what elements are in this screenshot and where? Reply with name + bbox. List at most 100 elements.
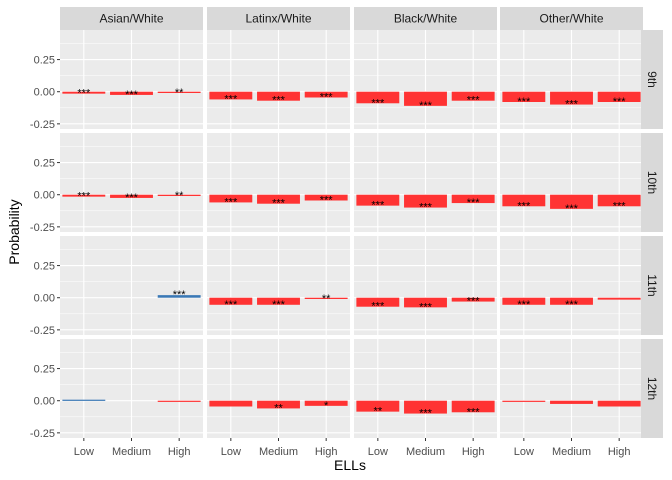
significance-label-medium: *** — [272, 198, 286, 210]
bar-high — [304, 297, 348, 299]
bar-medium — [404, 297, 447, 308]
y-tick-label: 0.00 — [34, 396, 55, 408]
bar-high — [304, 194, 348, 201]
bar-low — [356, 194, 400, 206]
strip-label-10th: 10th — [645, 171, 659, 194]
strip-asian-white — [60, 7, 203, 30]
panel-10th-latinx-white: *** *** *** — [207, 133, 350, 232]
strip-10th — [641, 133, 663, 232]
bar-high — [304, 91, 348, 98]
panel-12th-asian-white — [60, 339, 203, 438]
y-tick-label: 0.00 — [34, 293, 55, 305]
y-tick-label: 0.00 — [34, 87, 55, 99]
bar-high — [451, 400, 495, 413]
bar-high — [451, 91, 495, 101]
bar-low — [62, 399, 106, 401]
strip-black-white — [354, 7, 497, 30]
x-tick-label-low: Low — [514, 446, 534, 458]
y-tick-label: -0.25 — [30, 428, 55, 440]
x-tick-label-low: Low — [221, 446, 241, 458]
y-tick-label: -0.25 — [30, 222, 55, 234]
significance-label-medium: *** — [272, 299, 286, 311]
bar-low — [356, 91, 400, 104]
y-tick-label: 0.25 — [34, 158, 55, 170]
strip-label-asian-white: Asian/White — [99, 12, 163, 26]
bar-low — [62, 194, 106, 197]
significance-label-high: ** — [175, 190, 184, 202]
panel-10th-other-white: *** *** *** — [500, 133, 643, 232]
significance-label-high: *** — [467, 406, 481, 418]
significance-label-medium: *** — [419, 408, 433, 420]
significance-label-high: *** — [613, 96, 627, 108]
panel-11th-asian-white: *** — [60, 236, 203, 335]
strips-layer: Asian/White Latinx/White Black/White Other/… — [60, 7, 663, 438]
panel-9th-black-white: *** *** *** — [354, 30, 497, 129]
bar-high — [451, 297, 495, 302]
significance-label-medium: *** — [125, 89, 139, 101]
significance-label-low: *** — [224, 93, 238, 105]
bar-medium — [257, 91, 300, 101]
strip-label-11th: 11th — [645, 274, 659, 296]
panel-11th-black-white: *** *** *** — [354, 236, 497, 335]
strip-label-black-white: Black/White — [394, 12, 458, 26]
bar-low — [502, 91, 546, 102]
bar-high — [451, 194, 495, 204]
strip-other-white — [500, 7, 643, 30]
bar-low — [209, 400, 253, 407]
significance-label-medium: *** — [419, 301, 433, 313]
significance-label-low: *** — [77, 88, 91, 100]
bar-low — [356, 297, 400, 307]
significance-label-high: *** — [467, 296, 481, 308]
bar-high — [304, 400, 348, 406]
bar-high — [597, 400, 641, 407]
x-tick-label-medium: Medium — [259, 446, 298, 458]
panel-9th-other-white: *** *** *** — [500, 30, 643, 129]
panel-11th-other-white: *** *** — [500, 236, 643, 335]
panel-12th-other-white — [500, 339, 643, 438]
significance-label-high: *** — [467, 197, 481, 209]
y-tick-label: 0.25 — [34, 261, 55, 273]
bar-low — [209, 297, 253, 305]
x-tick-label-high: High — [168, 446, 191, 458]
significance-label-low: *** — [371, 97, 385, 109]
x-tick-label-low: Low — [74, 446, 94, 458]
x-tick-label-high: High — [462, 446, 485, 458]
bar-medium — [550, 297, 593, 305]
significance-label-low: ** — [374, 406, 383, 418]
significance-label-high: *** — [467, 95, 481, 107]
panels-layer: *** *** ***** *** *** *** *** *** *** *** ****** **… — [60, 30, 643, 438]
strip-12th — [641, 339, 663, 438]
significance-label-medium: *** — [565, 99, 579, 111]
y-tick-label: -0.25 — [30, 119, 55, 131]
bar-high — [157, 400, 201, 402]
bar-medium — [550, 91, 593, 105]
bar-high — [597, 91, 641, 102]
significance-label-high: *** — [320, 195, 334, 207]
panel-9th-asian-white: *** *** ** — [60, 30, 203, 129]
significance-label-high: *** — [613, 200, 627, 212]
bar-low — [62, 91, 106, 94]
significance-label-medium: *** — [419, 202, 433, 214]
bar-medium — [404, 400, 447, 414]
significance-label-medium: *** — [565, 203, 579, 215]
bar-high — [597, 194, 641, 207]
significance-label-high: *** — [320, 92, 334, 104]
bar-high — [157, 295, 201, 298]
y-tick-label: -0.25 — [30, 325, 55, 337]
bar-high — [157, 91, 201, 93]
strip-label-latinx-white: Latinx/White — [245, 12, 311, 26]
bar-medium — [257, 400, 300, 409]
bar-medium — [110, 194, 153, 198]
panel-10th-asian-white: *** *** ** — [60, 133, 203, 232]
bar-medium — [404, 194, 447, 208]
x-tick-label-medium: Medium — [406, 446, 445, 458]
panel-9th-latinx-white: *** *** *** — [207, 30, 350, 129]
significance-label-high: * — [324, 400, 329, 412]
y-tick-label: 0.25 — [34, 55, 55, 67]
bar-low — [502, 297, 546, 305]
significance-label-medium: ** — [274, 402, 283, 414]
x-tick-label-medium: Medium — [552, 446, 591, 458]
significance-label-low: *** — [371, 301, 385, 313]
strip-label-12th: 12th — [645, 377, 659, 400]
